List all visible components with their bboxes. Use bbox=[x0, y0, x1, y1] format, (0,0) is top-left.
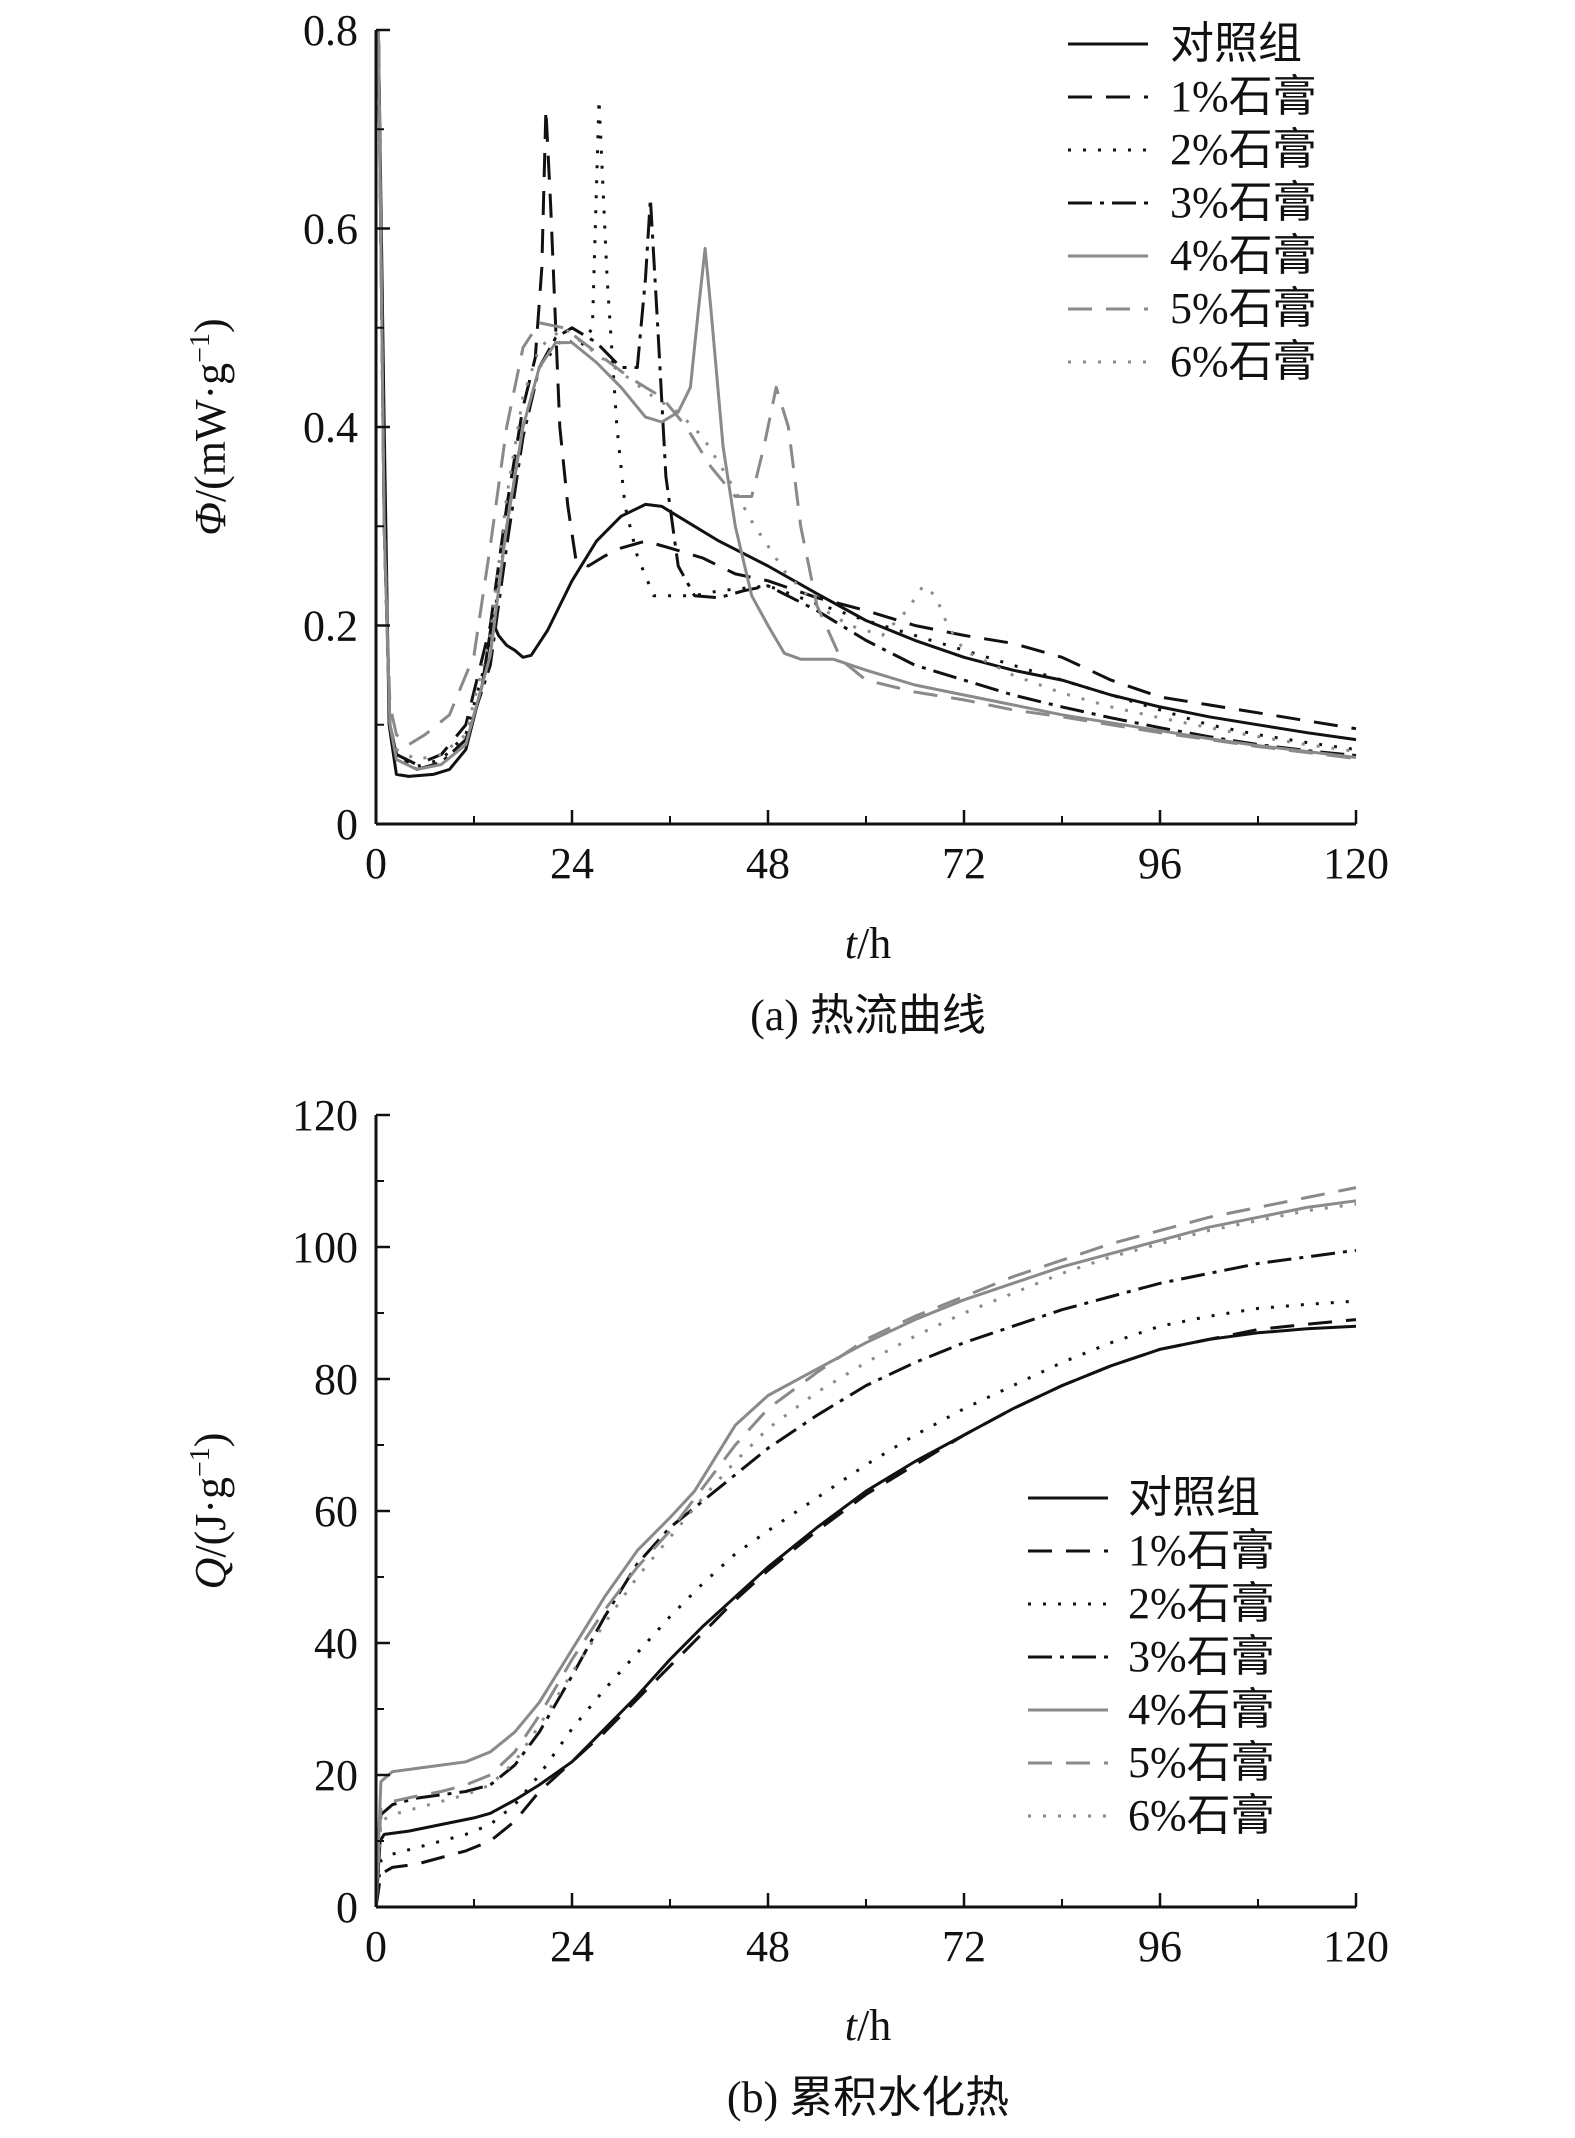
caption: (a) 热流曲线 bbox=[750, 991, 986, 1040]
y-tick-label: 0 bbox=[336, 1883, 358, 1932]
x-tick-label: 96 bbox=[1138, 839, 1182, 888]
y-tick-label: 40 bbox=[314, 1619, 358, 1668]
y-tick-label: 20 bbox=[314, 1751, 358, 1800]
x-ticks: 0 24 48 72 96 120 bbox=[365, 810, 1389, 888]
y-tick-label: 0.4 bbox=[303, 403, 358, 452]
y-tick-label: 60 bbox=[314, 1487, 358, 1536]
series-line bbox=[376, 29, 1357, 760]
x-tick-label: 120 bbox=[1323, 839, 1389, 888]
x-axis-label: t/h bbox=[845, 2001, 891, 2050]
chart-panel-b: 0 24 48 72 96 120 0 20 40 60 80 100 120 Q/(J·g−1) t… bbox=[185, 1091, 1389, 2122]
x-tick-label: 48 bbox=[746, 839, 790, 888]
x-tick-label: 0 bbox=[365, 1922, 387, 1971]
legend-label: 4%石膏 bbox=[1170, 231, 1317, 280]
x-ticks: 0 24 48 72 96 120 bbox=[365, 1893, 1389, 1971]
legend-label: 5%石膏 bbox=[1128, 1738, 1275, 1787]
x-tick-label: 24 bbox=[550, 839, 594, 888]
series-line bbox=[374, 1202, 1357, 1908]
caption: (b) 累积水化热 bbox=[727, 2073, 1009, 2122]
legend-label: 对照组 bbox=[1170, 19, 1302, 68]
series-line bbox=[374, 1186, 1357, 1908]
legend-label: 2%石膏 bbox=[1128, 1579, 1275, 1628]
y-tick-label: 0 bbox=[336, 800, 358, 849]
series-line bbox=[374, 1199, 1357, 1908]
plot-lines bbox=[376, 29, 1357, 778]
x-tick-label: 48 bbox=[746, 1922, 790, 1971]
series-line bbox=[374, 1318, 1357, 1908]
x-tick-label: 0 bbox=[365, 839, 387, 888]
series-line bbox=[374, 1248, 1357, 1908]
x-tick-label: 72 bbox=[942, 1922, 986, 1971]
x-tick-label: 72 bbox=[942, 839, 986, 888]
legend-label: 5%石膏 bbox=[1170, 284, 1317, 333]
y-tick-label: 100 bbox=[292, 1223, 358, 1272]
y-ticks: 0 20 40 60 80 100 120 bbox=[292, 1091, 390, 1932]
y-tick-label: 0.6 bbox=[303, 205, 358, 254]
x-tick-label: 24 bbox=[550, 1922, 594, 1971]
y-tick-label: 0.8 bbox=[303, 6, 358, 55]
series-line bbox=[376, 29, 1357, 766]
legend-label: 6%石膏 bbox=[1128, 1791, 1275, 1840]
legend-label: 1%石膏 bbox=[1170, 72, 1317, 121]
y-ticks: 0 0.2 0.4 0.6 0.8 bbox=[303, 6, 390, 849]
x-tick-label: 96 bbox=[1138, 1922, 1182, 1971]
y-axis-label: Q/(J·g−1) bbox=[185, 1433, 235, 1590]
legend-label: 6%石膏 bbox=[1170, 337, 1317, 386]
legend-label: 对照组 bbox=[1128, 1473, 1260, 1522]
legend-label: 4%石膏 bbox=[1128, 1685, 1275, 1734]
series-line bbox=[376, 29, 1357, 778]
legend-label: 3%石膏 bbox=[1170, 178, 1317, 227]
legend-label: 1%石膏 bbox=[1128, 1526, 1275, 1575]
legend-label: 2%石膏 bbox=[1170, 125, 1317, 174]
plot-lines bbox=[374, 1186, 1357, 1908]
chart-panel-a: 0 24 48 72 96 120 0 0.2 0.4 0.6 0.8 Φ/(mW·g−1) t/… bbox=[185, 6, 1389, 1040]
y-tick-label: 120 bbox=[292, 1091, 358, 1140]
x-axis-label: t/h bbox=[845, 919, 891, 968]
x-tick-label: 120 bbox=[1323, 1922, 1389, 1971]
y-tick-label: 0.2 bbox=[303, 602, 358, 651]
legend-label: 3%石膏 bbox=[1128, 1632, 1275, 1681]
y-tick-label: 80 bbox=[314, 1355, 358, 1404]
y-axis-label: Φ/(mW·g−1) bbox=[185, 318, 235, 535]
series-line bbox=[376, 29, 1357, 771]
